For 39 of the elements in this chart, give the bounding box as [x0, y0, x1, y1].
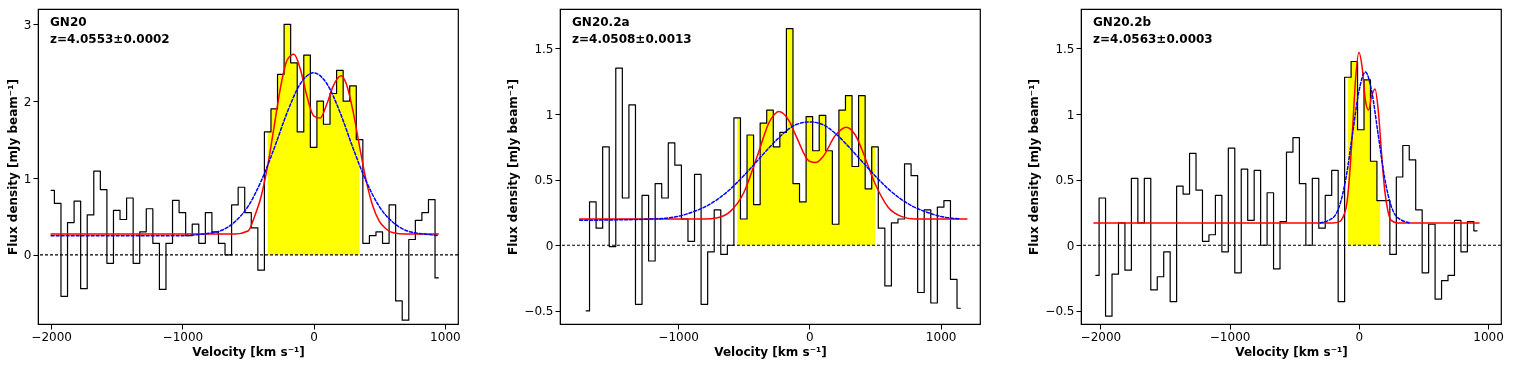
annotation: GN20.2b: [1093, 15, 1152, 29]
y-tick-label: 1: [23, 171, 32, 186]
y-axis-title: Flux density [mJy beam⁻¹]: [1027, 79, 1042, 255]
x-tick-label: −1000: [658, 329, 699, 344]
annotation: z=4.0508±0.0013: [572, 32, 692, 46]
x-axis-title: Velocity [km s⁻¹]: [192, 344, 305, 359]
y-tick-label: −0.5: [1045, 304, 1075, 319]
y-tick-label: 1: [545, 107, 554, 122]
x-tick-label: −1000: [1209, 329, 1251, 344]
annotation: z=4.0553±0.0002: [50, 32, 170, 46]
annotation: GN20.2a: [572, 15, 630, 29]
annotation: GN20: [50, 15, 87, 29]
annotation: z=4.0563±0.0003: [1093, 32, 1213, 46]
y-tick-label: 3: [23, 17, 32, 32]
line-series: [1093, 51, 1480, 224]
y-axis-title: Flux density [mJy beam⁻¹]: [506, 79, 521, 255]
x-tick-label: −2000: [31, 329, 72, 344]
x-axis-title: Velocity [km s⁻¹]: [1235, 344, 1348, 359]
y-tick-label: 1.5: [1055, 41, 1075, 56]
y-tick-label: −0.5: [524, 304, 554, 319]
y-tick-label: 0: [1066, 238, 1075, 253]
x-tick-label: −1000: [162, 329, 204, 344]
line-series: [1319, 71, 1412, 224]
x-tick-label: 1000: [925, 329, 957, 344]
y-tick-label: 0: [23, 248, 32, 263]
y-tick-label: 1: [1066, 107, 1075, 122]
x-tick-label: −2000: [1080, 329, 1122, 344]
x-tick-label: 1000: [1473, 329, 1504, 344]
y-tick-label: 0: [545, 238, 554, 253]
y-tick-label: 1.5: [534, 41, 554, 56]
x-tick-label: 0: [806, 329, 814, 344]
x-tick-label: 0: [310, 329, 318, 344]
y-tick-label: 0.5: [1055, 173, 1075, 188]
x-axis-title: Velocity [km s⁻¹]: [714, 344, 827, 359]
y-tick-label: 2: [23, 94, 32, 109]
x-tick-label: 0: [1355, 329, 1364, 344]
y-axis-title: Flux density [mJy beam⁻¹]: [5, 79, 20, 255]
y-tick-label: 0.5: [534, 173, 554, 188]
x-tick-label: 1000: [430, 329, 461, 344]
